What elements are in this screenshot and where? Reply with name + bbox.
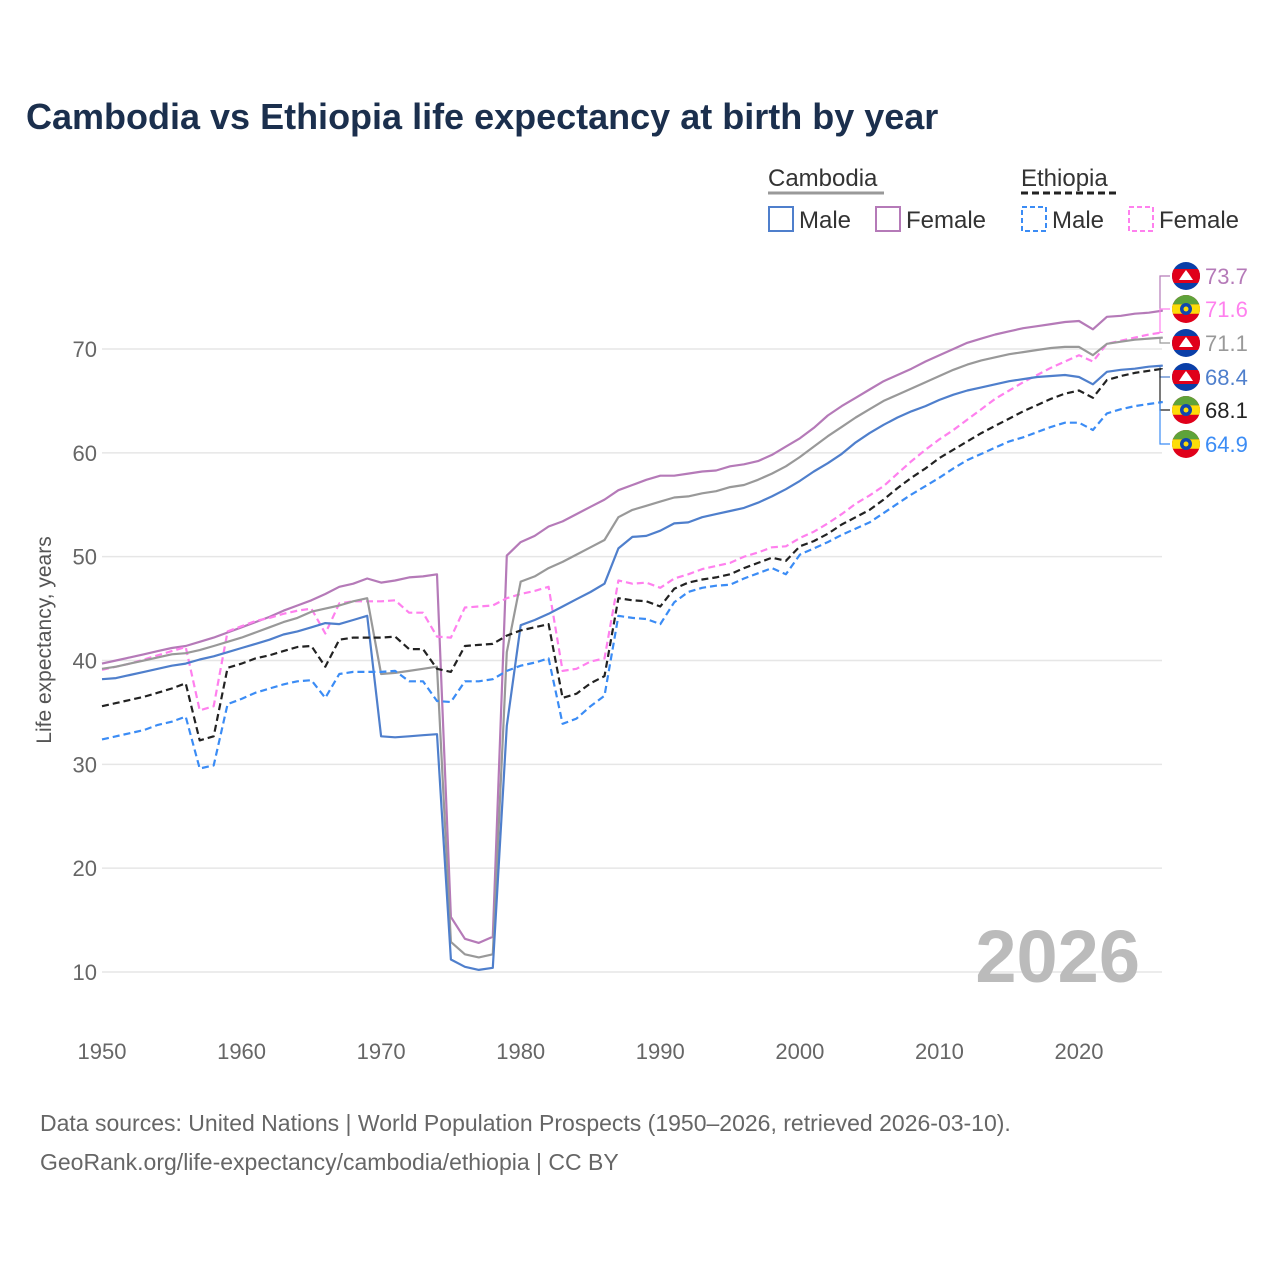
y-tick-label: 30 [73, 752, 97, 777]
x-tick-label: 2020 [1055, 1039, 1104, 1064]
label-connector [1159, 368, 1170, 411]
legend-cambodia-male[interactable]: Male [799, 207, 851, 234]
x-tick-label: 1950 [78, 1039, 127, 1064]
end-value-label: 73.7 [1205, 264, 1248, 289]
legend-cambodia-female-swatch [875, 206, 901, 232]
end-labels: 73.7 71.6 71.1 68.4 68.1 64.9 [1159, 262, 1248, 458]
y-tick-label: 40 [73, 648, 97, 673]
y-axis-ticks: 10 20 30 40 50 60 70 [73, 337, 97, 985]
source-text: Data sources: United Nations | World Pop… [40, 1110, 1011, 1136]
series-line-ethiopia-male [101, 400, 1163, 770]
x-axis-ticks: 1950 1960 1970 1980 1990 2000 2010 2020 [78, 1039, 1104, 1064]
series-line-cambodia-female [101, 309, 1163, 945]
label-connector [1159, 308, 1170, 333]
ethiopia-flag-icon [1172, 430, 1200, 458]
label-connector [1159, 275, 1170, 312]
legend[interactable]: Cambodia Male Female Ethiopia Male Femal… [768, 165, 1239, 234]
legend-ethiopia-female-swatch [1128, 206, 1154, 232]
cambodia-flag-icon [1172, 329, 1200, 357]
y-tick-label: 10 [73, 960, 97, 985]
x-tick-label: 1990 [636, 1039, 685, 1064]
label-connector [1159, 336, 1170, 344]
legend-group-cambodia: Cambodia [768, 165, 878, 192]
label-connector [1159, 365, 1170, 378]
y-tick-label: 20 [73, 856, 97, 881]
legend-cambodia-male-swatch [768, 206, 794, 232]
x-tick-label: 2010 [915, 1039, 964, 1064]
x-tick-label: 2000 [775, 1039, 824, 1064]
grid [102, 348, 1162, 973]
y-tick-label: 50 [73, 545, 97, 570]
y-axis-label: Life expectancy, years [33, 536, 56, 743]
legend-ethiopia-female[interactable]: Female [1159, 207, 1239, 234]
legend-ethiopia-male[interactable]: Male [1052, 207, 1104, 234]
x-tick-label: 1960 [217, 1039, 266, 1064]
ethiopia-flag-icon [1172, 295, 1200, 323]
series-line-cambodia [101, 336, 1163, 959]
end-value-label: 68.4 [1205, 365, 1248, 390]
source-link[interactable]: GeoRank.org/life-expectancy/cambodia/eth… [40, 1149, 619, 1175]
legend-ethiopia-male-swatch [1021, 206, 1047, 232]
series-line-ethiopia-female [101, 331, 1163, 712]
label-connector [1159, 401, 1170, 445]
series-lines [101, 309, 1163, 972]
end-value-label: 68.1 [1205, 398, 1248, 423]
legend-group-ethiopia: Ethiopia [1021, 165, 1108, 192]
end-value-label: 71.6 [1205, 297, 1248, 322]
y-tick-label: 70 [73, 337, 97, 362]
x-tick-label: 1980 [496, 1039, 545, 1064]
end-value-label: 71.1 [1205, 331, 1248, 356]
end-value-label: 64.9 [1205, 432, 1248, 457]
y-tick-label: 60 [73, 441, 97, 466]
series-line-cambodia-male [101, 364, 1163, 972]
ethiopia-flag-icon [1172, 396, 1200, 424]
cambodia-flag-icon [1172, 363, 1200, 391]
cambodia-flag-icon [1172, 262, 1200, 290]
series-line-ethiopia [101, 367, 1163, 742]
legend-cambodia-female[interactable]: Female [906, 207, 986, 234]
year-watermark: 2026 [975, 915, 1140, 998]
chart-title: Cambodia vs Ethiopia life expectancy at … [26, 96, 938, 137]
x-tick-label: 1970 [357, 1039, 406, 1064]
